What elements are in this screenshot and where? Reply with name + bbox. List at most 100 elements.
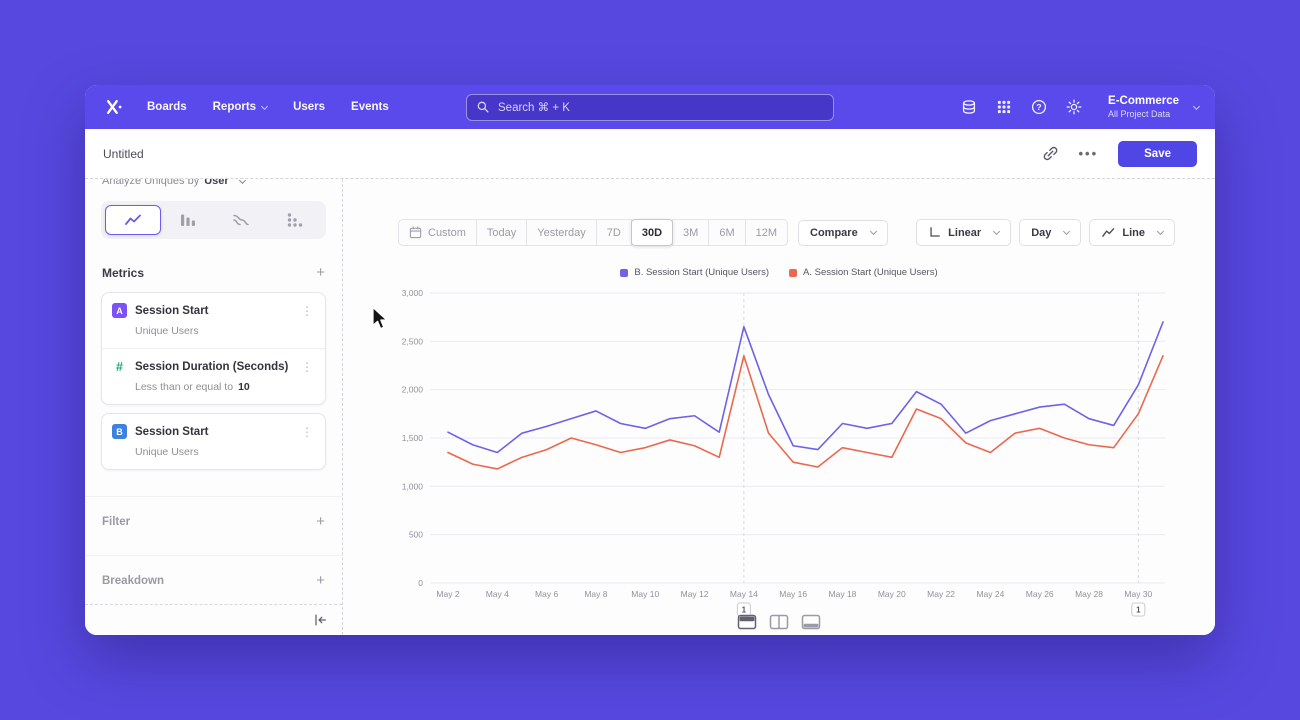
- chart-style-button[interactable]: Line: [1089, 219, 1175, 246]
- svg-text:May 24: May 24: [976, 589, 1004, 599]
- range-7d[interactable]: 7D: [595, 219, 632, 246]
- add-metric-button[interactable]: +: [316, 264, 325, 281]
- chart-type-retention[interactable]: [268, 205, 322, 235]
- range-today[interactable]: Today: [475, 219, 528, 246]
- metric-a[interactable]: A Session Start ⋮ Unique Users: [102, 293, 325, 348]
- more-menu-icon[interactable]: •••: [1078, 146, 1099, 161]
- svg-text:May 30: May 30: [1124, 589, 1152, 599]
- svg-text:May 10: May 10: [631, 589, 659, 599]
- svg-text:0: 0: [418, 578, 423, 588]
- legend-label: B. Session Start (Unique Users): [634, 267, 769, 278]
- metric-b-badge: B: [112, 424, 127, 439]
- metric-filter-menu-icon[interactable]: ⋮: [301, 359, 313, 374]
- legend-swatch: [789, 268, 797, 277]
- chevron-down-icon: [1063, 227, 1071, 236]
- report-title[interactable]: Untitled: [103, 146, 144, 161]
- metric-b-subtitle[interactable]: Unique Users: [135, 446, 199, 458]
- condition-value[interactable]: 10: [238, 381, 250, 393]
- project-text: E-Commerce All Project Data: [1108, 95, 1179, 119]
- series-line-0[interactable]: [447, 321, 1164, 454]
- nav-users[interactable]: Users: [293, 101, 326, 113]
- search-input[interactable]: Search ⌘ + K: [466, 93, 834, 121]
- legend-item-0[interactable]: B. Session Start (Unique Users): [620, 267, 769, 278]
- title-bar-actions: ••• Save: [1043, 140, 1197, 167]
- legend-item-1[interactable]: A. Session Start (Unique Users): [789, 267, 938, 278]
- analyze-uniques-control[interactable]: Analyze Uniques by User: [102, 179, 325, 187]
- search-icon: [477, 101, 489, 113]
- svg-text:2,500: 2,500: [402, 336, 424, 346]
- project-subtitle: All Project Data: [1108, 109, 1171, 119]
- help-icon[interactable]: ?: [1024, 93, 1053, 122]
- chevron-down-icon: [261, 102, 269, 110]
- metric-cards: A Session Start ⋮ Unique Users # Session…: [85, 292, 342, 470]
- logo-glyph: [106, 99, 122, 115]
- svg-text:?: ?: [1036, 102, 1041, 112]
- metric-b-menu-icon[interactable]: ⋮: [301, 424, 313, 439]
- analyze-label: Analyze Uniques by: [102, 179, 200, 187]
- data-icon[interactable]: [954, 93, 983, 122]
- layout-split-horizontal-icon[interactable]: [737, 614, 757, 630]
- metrics-header: Metrics +: [85, 239, 342, 292]
- svg-text:May 16: May 16: [779, 589, 807, 599]
- apps-grid-icon[interactable]: [989, 93, 1018, 122]
- range-custom[interactable]: Custom: [398, 219, 477, 246]
- metric-card-b: B Session Start ⋮ Unique Users: [101, 413, 326, 470]
- date-range-group: Custom Today Yesterday 7D 30D 3M 6M 12M: [398, 219, 789, 246]
- legend-label: A. Session Start (Unique Users): [803, 267, 938, 278]
- svg-text:May 20: May 20: [878, 589, 906, 599]
- chart-type-insights[interactable]: [105, 205, 161, 235]
- svg-text:May 4: May 4: [486, 589, 509, 599]
- chart-area: Custom Today Yesterday 7D 30D 3M 6M 12M Compare…: [343, 179, 1215, 635]
- svg-text:May 8: May 8: [584, 589, 607, 599]
- range-6m[interactable]: 6M: [708, 219, 746, 246]
- gear-icon[interactable]: [1059, 93, 1088, 122]
- svg-text:1: 1: [1136, 606, 1141, 615]
- y-axis-scale-button[interactable]: Linear: [916, 219, 1012, 246]
- nav-reports[interactable]: Reports: [212, 101, 269, 113]
- flows-icon: [233, 214, 250, 226]
- range-12m[interactable]: 12M: [744, 219, 789, 246]
- app-window: Boards Reports Users Events Search ⌘ + K: [85, 85, 1215, 635]
- nav-reports-label: Reports: [212, 101, 257, 113]
- filter-title: Filter: [102, 515, 131, 528]
- range-30d[interactable]: 30D: [630, 219, 674, 246]
- chart-controls: Custom Today Yesterday 7D 30D 3M 6M 12M Compare…: [343, 179, 1215, 246]
- nav-boards[interactable]: Boards: [147, 101, 187, 113]
- mixpanel-logo-icon[interactable]: [101, 94, 127, 120]
- layout-toggles: [343, 614, 1215, 630]
- add-breakdown-button[interactable]: +: [316, 572, 325, 589]
- metric-b[interactable]: B Session Start ⋮ Unique Users: [102, 414, 325, 469]
- y-axis-scale-label: Linear: [948, 226, 982, 239]
- breakdown-title: Breakdown: [102, 574, 164, 587]
- layout-split-vertical-icon[interactable]: [769, 614, 789, 630]
- metric-a-subtitle[interactable]: Unique Users: [135, 325, 199, 337]
- chart-type-funnel[interactable]: [161, 205, 215, 235]
- analyze-row: Analyze Uniques by User: [85, 179, 342, 195]
- metrics-title: Metrics: [102, 265, 145, 280]
- metric-filter-condition[interactable]: Less than or equal to 10: [135, 381, 315, 393]
- range-yesterday[interactable]: Yesterday: [526, 219, 597, 246]
- analyze-value: User: [204, 179, 229, 187]
- metric-a-filter[interactable]: # Session Duration (Seconds) ⋮ Less than…: [102, 348, 325, 404]
- share-link-icon[interactable]: [1043, 146, 1058, 161]
- compare-button[interactable]: Compare: [798, 219, 888, 246]
- project-selector[interactable]: E-Commerce All Project Data: [1108, 95, 1201, 119]
- metric-a-menu-icon[interactable]: ⋮: [301, 303, 313, 318]
- svg-text:May 18: May 18: [829, 589, 857, 599]
- add-filter-button[interactable]: +: [316, 513, 325, 530]
- calendar-icon: [409, 226, 422, 239]
- layout-dock-bottom-icon[interactable]: [801, 614, 821, 630]
- save-button[interactable]: Save: [1118, 140, 1197, 167]
- chart-type-selector: [101, 201, 326, 239]
- series-line-1[interactable]: [447, 355, 1164, 470]
- range-3m[interactable]: 3M: [672, 219, 710, 246]
- collapse-panel-icon[interactable]: [312, 612, 328, 628]
- svg-text:May 12: May 12: [681, 589, 709, 599]
- panel-footer: [85, 604, 342, 635]
- annotation-marker[interactable]: 1: [1131, 602, 1146, 617]
- chart-type-flows[interactable]: [215, 205, 269, 235]
- granularity-label: Day: [1031, 226, 1052, 239]
- nav-events[interactable]: Events: [351, 101, 389, 113]
- granularity-button[interactable]: Day: [1019, 219, 1082, 246]
- svg-text:2,000: 2,000: [402, 385, 424, 395]
